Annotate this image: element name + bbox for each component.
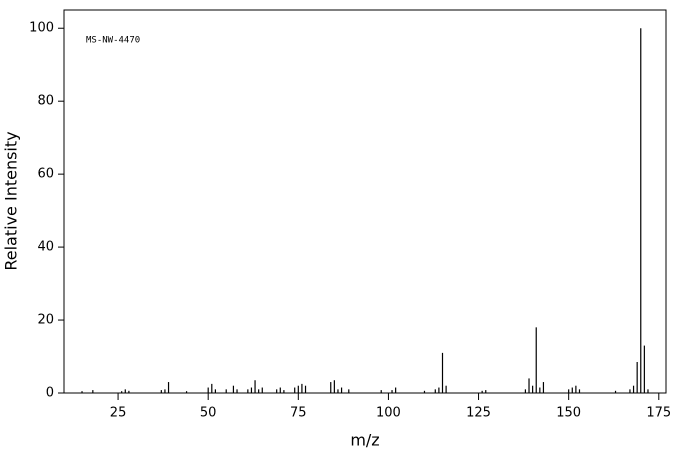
x-tick-label: 125: [466, 406, 491, 421]
y-tick-label: 40: [37, 240, 54, 255]
y-tick-label: 0: [46, 386, 54, 401]
y-tick-label: 100: [29, 21, 54, 36]
x-tick-label: 75: [290, 406, 307, 421]
y-tick-label: 20: [37, 313, 54, 328]
x-tick-label: 175: [646, 406, 671, 421]
x-tick-label: 100: [376, 406, 401, 421]
annotation: MS-NW-4470: [86, 36, 140, 46]
plot-frame: [63, 9, 667, 394]
x-tick-label: 150: [556, 406, 581, 421]
y-tick-label: 60: [37, 167, 54, 182]
x-axis-label: m/z: [350, 431, 379, 450]
y-tick-label: 80: [37, 94, 54, 109]
x-tick-label: 25: [110, 406, 127, 421]
x-tick-label: 50: [200, 406, 217, 421]
y-axis-label: Relative Intensity: [2, 131, 21, 270]
